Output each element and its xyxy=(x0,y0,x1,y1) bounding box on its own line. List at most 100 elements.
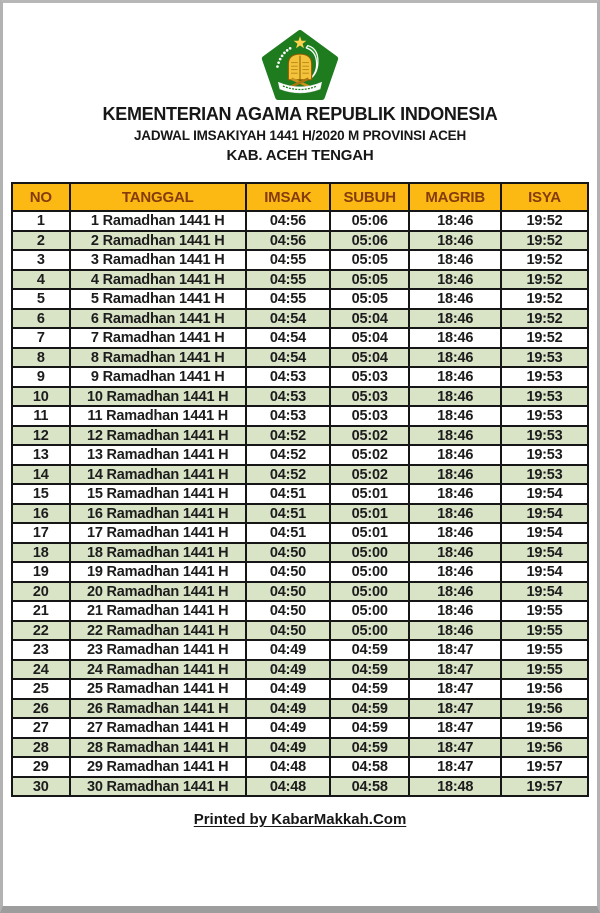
cell-no: 3 xyxy=(11,249,71,271)
cell-isya: 19:53 xyxy=(500,346,589,369)
printed-by-link[interactable]: Printed by KabarMakkah.Com xyxy=(193,811,407,829)
cell-magrib: 18:47 xyxy=(408,756,502,778)
cell-tanggal: 11 Ramadhan 1441 H xyxy=(68,405,247,427)
cell-subuh: 05:06 xyxy=(328,229,411,252)
cell-imsak: 04:51 xyxy=(244,483,331,505)
cell-magrib: 18:46 xyxy=(408,385,502,408)
cell-tanggal: 3 Ramadhan 1441 H xyxy=(68,249,247,271)
cell-imsak: 04:50 xyxy=(244,619,331,642)
cell-no: 17 xyxy=(11,522,71,544)
cell-no: 7 xyxy=(11,327,71,349)
cell-isya: 19:52 xyxy=(500,210,589,232)
cell-subuh: 05:02 xyxy=(328,444,411,466)
cell-no: 9 xyxy=(11,366,71,388)
cell-tanggal: 27 Ramadhan 1441 H xyxy=(68,717,247,739)
cell-no: 29 xyxy=(11,756,71,778)
cell-tanggal: 25 Ramadhan 1441 H xyxy=(68,678,247,700)
cell-magrib: 18:46 xyxy=(408,561,502,583)
cell-subuh: 04:59 xyxy=(328,736,411,759)
cell-isya: 19:55 xyxy=(500,619,589,642)
cell-tanggal: 1 Ramadhan 1441 H xyxy=(68,210,247,232)
prayer-times-table: NO TANGGAL IMSAK SUBUH MAGRIB ISYA 1 1 R… xyxy=(11,182,589,798)
cell-imsak: 04:54 xyxy=(244,346,331,369)
cell-imsak: 04:55 xyxy=(244,249,331,271)
cell-tanggal: 14 Ramadhan 1441 H xyxy=(68,463,247,486)
cell-subuh: 05:06 xyxy=(328,210,411,232)
cell-magrib: 18:47 xyxy=(408,717,502,739)
cell-tanggal: 23 Ramadhan 1441 H xyxy=(68,639,247,661)
cell-isya: 19:55 xyxy=(500,639,589,661)
cell-no: 27 xyxy=(11,717,71,739)
cell-subuh: 04:58 xyxy=(328,756,411,778)
cell-magrib: 18:47 xyxy=(408,639,502,661)
cell-isya: 19:57 xyxy=(500,756,589,778)
table-row: 6 6 Ramadhan 1441 H 04:54 05:04 18:46 19… xyxy=(11,307,589,330)
cell-magrib: 18:46 xyxy=(408,424,502,447)
cell-magrib: 18:47 xyxy=(408,678,502,700)
cell-no: 21 xyxy=(11,600,71,622)
cell-imsak: 04:53 xyxy=(244,385,331,408)
cell-magrib: 18:47 xyxy=(408,658,502,681)
col-header-tanggal: TANGGAL xyxy=(68,182,247,213)
cell-subuh: 05:04 xyxy=(328,307,411,330)
cell-magrib: 18:46 xyxy=(408,346,502,369)
cell-tanggal: 12 Ramadhan 1441 H xyxy=(68,424,247,447)
table-row: 13 13 Ramadhan 1441 H 04:52 05:02 18:46 … xyxy=(11,444,589,466)
cell-imsak: 04:52 xyxy=(244,424,331,447)
cell-isya: 19:52 xyxy=(500,307,589,330)
cell-subuh: 05:02 xyxy=(328,463,411,486)
cell-isya: 19:52 xyxy=(500,268,589,291)
cell-no: 28 xyxy=(11,736,71,759)
cell-no: 12 xyxy=(11,424,71,447)
cell-tanggal: 8 Ramadhan 1441 H xyxy=(68,346,247,369)
cell-isya: 19:53 xyxy=(500,405,589,427)
cell-tanggal: 29 Ramadhan 1441 H xyxy=(68,756,247,778)
table-row: 10 10 Ramadhan 1441 H 04:53 05:03 18:46 … xyxy=(11,385,589,408)
cell-imsak: 04:49 xyxy=(244,717,331,739)
cell-tanggal: 7 Ramadhan 1441 H xyxy=(68,327,247,349)
cell-magrib: 18:46 xyxy=(408,366,502,388)
table-row: 29 29 Ramadhan 1441 H 04:48 04:58 18:47 … xyxy=(11,756,589,778)
col-header-magrib: MAGRIB xyxy=(408,182,502,213)
cell-no: 4 xyxy=(11,268,71,291)
cell-isya: 19:52 xyxy=(500,327,589,349)
table-row: 12 12 Ramadhan 1441 H 04:52 05:02 18:46 … xyxy=(11,424,589,447)
table-row: 14 14 Ramadhan 1441 H 04:52 05:02 18:46 … xyxy=(11,463,589,486)
col-header-isya: ISYA xyxy=(500,182,589,213)
cell-tanggal: 16 Ramadhan 1441 H xyxy=(68,502,247,525)
table-row: 22 22 Ramadhan 1441 H 04:50 05:00 18:46 … xyxy=(11,619,589,642)
kemenag-logo xyxy=(259,30,341,100)
cell-tanggal: 9 Ramadhan 1441 H xyxy=(68,366,247,388)
cell-isya: 19:54 xyxy=(500,541,589,564)
cell-no: 5 xyxy=(11,288,71,310)
cell-isya: 19:55 xyxy=(500,600,589,622)
cell-magrib: 18:46 xyxy=(408,307,502,330)
cell-no: 8 xyxy=(11,346,71,369)
cell-isya: 19:56 xyxy=(500,736,589,759)
cell-imsak: 04:49 xyxy=(244,736,331,759)
cell-imsak: 04:55 xyxy=(244,268,331,291)
cell-tanggal: 4 Ramadhan 1441 H xyxy=(68,268,247,291)
kemenag-logo-graphic xyxy=(261,30,339,100)
cell-imsak: 04:50 xyxy=(244,580,331,603)
cell-tanggal: 10 Ramadhan 1441 H xyxy=(68,385,247,408)
cell-tanggal: 6 Ramadhan 1441 H xyxy=(68,307,247,330)
document-header: KEMENTERIAN AGAMA REPUBLIK INDONESIA JAD… xyxy=(3,30,597,164)
cell-subuh: 05:05 xyxy=(328,288,411,310)
cell-tanggal: 30 Ramadhan 1441 H xyxy=(68,775,247,798)
schedule-body: 1 1 Ramadhan 1441 H 04:56 05:06 18:46 19… xyxy=(11,210,589,798)
table-row: 16 16 Ramadhan 1441 H 04:51 05:01 18:46 … xyxy=(11,502,589,525)
cell-imsak: 04:51 xyxy=(244,522,331,544)
cell-isya: 19:53 xyxy=(500,463,589,486)
cell-no: 23 xyxy=(11,639,71,661)
table-row: 19 19 Ramadhan 1441 H 04:50 05:00 18:46 … xyxy=(11,561,589,583)
cell-isya: 19:52 xyxy=(500,288,589,310)
cell-tanggal: 2 Ramadhan 1441 H xyxy=(68,229,247,252)
cell-no: 16 xyxy=(11,502,71,525)
cell-tanggal: 19 Ramadhan 1441 H xyxy=(68,561,247,583)
table-row: 21 21 Ramadhan 1441 H 04:50 05:00 18:46 … xyxy=(11,600,589,622)
cell-isya: 19:54 xyxy=(500,502,589,525)
cell-subuh: 05:01 xyxy=(328,502,411,525)
cell-subuh: 05:01 xyxy=(328,483,411,505)
cell-no: 18 xyxy=(11,541,71,564)
